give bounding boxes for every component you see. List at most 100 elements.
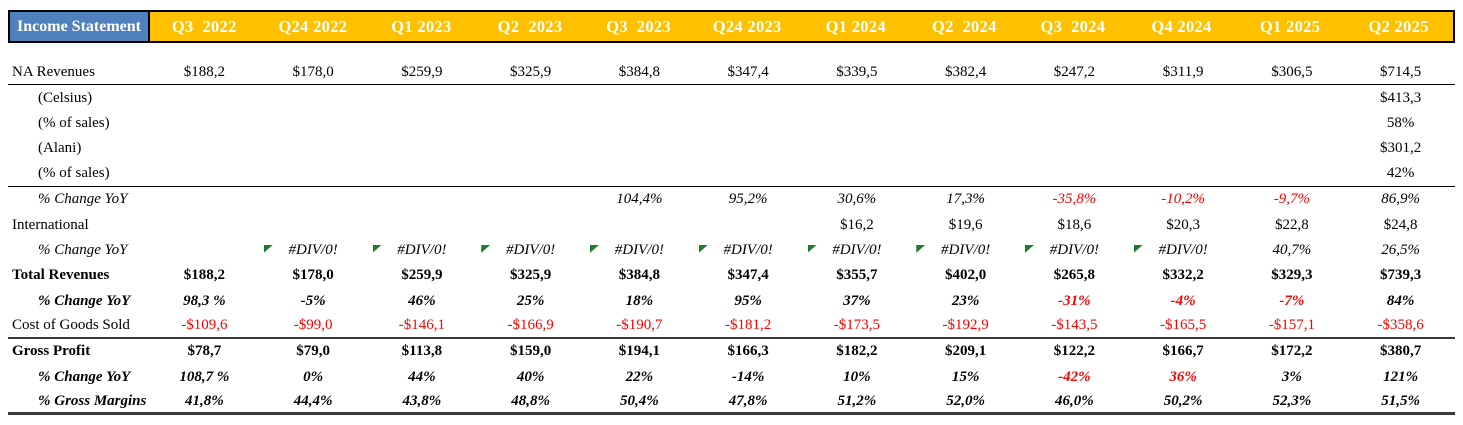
cell-gross-margins-col2[interactable]: 44,4% bbox=[259, 393, 368, 409]
cell-total-revenues-col2[interactable]: $178,0 bbox=[259, 268, 368, 283]
cell-gp-change-yoy-col2[interactable]: 0% bbox=[259, 369, 368, 385]
cell-intl-change-yoy-col12[interactable]: 26,5% bbox=[1346, 242, 1455, 258]
cell-gross-profit-col9[interactable]: $122,2 bbox=[1020, 344, 1129, 359]
cell-na-change-yoy-col9[interactable]: -35,8% bbox=[1020, 192, 1129, 207]
cell-gross-margins-col7[interactable]: 51,2% bbox=[803, 393, 912, 409]
cell-international-col10[interactable]: $20,3 bbox=[1129, 217, 1238, 233]
row-label-total-revenues[interactable]: Total Revenues bbox=[12, 268, 110, 284]
cell-gross-profit-col2[interactable]: $79,0 bbox=[259, 344, 368, 359]
cell-total-change-yoy-col2[interactable]: -5% bbox=[259, 293, 368, 309]
cell-total-revenues-col12[interactable]: $739,3 bbox=[1346, 268, 1455, 283]
cell-intl-change-yoy-col5[interactable]: #DIV/0! bbox=[585, 242, 694, 258]
cell-gp-change-yoy-col5[interactable]: 22% bbox=[585, 369, 694, 385]
cell-total-change-yoy-col8[interactable]: 23% bbox=[911, 293, 1020, 309]
cell-total-revenues-col5[interactable]: $384,8 bbox=[585, 268, 694, 283]
cell-gross-margins-col5[interactable]: 50,4% bbox=[585, 393, 694, 409]
cell-na-revenues-col6[interactable]: $347,4 bbox=[694, 64, 803, 80]
row-label-cost-of-goods-sold[interactable]: Cost of Goods Sold bbox=[12, 318, 130, 334]
cell-celsius-col12[interactable]: $413,3 bbox=[1346, 90, 1455, 106]
cell-gross-margins-col3[interactable]: 43,8% bbox=[368, 393, 477, 409]
column-header-q3-2024[interactable]: Q3 2024 bbox=[1040, 16, 1106, 36]
cell-total-change-yoy-col4[interactable]: 25% bbox=[476, 293, 585, 309]
cell-na-change-yoy-col5[interactable]: 104,4% bbox=[585, 192, 694, 207]
column-header-q24-2023[interactable]: Q24 2023 bbox=[712, 16, 782, 36]
column-header-q24-2022[interactable]: Q24 2022 bbox=[278, 16, 348, 36]
row-label-na-revenues[interactable]: NA Revenues bbox=[12, 64, 95, 80]
cell-total-change-yoy-col6[interactable]: 95% bbox=[694, 293, 803, 309]
cell-gross-margins-col11[interactable]: 52,3% bbox=[1238, 393, 1347, 409]
cell-na-revenues-col12[interactable]: $714,5 bbox=[1346, 64, 1455, 80]
cell-intl-change-yoy-col9[interactable]: #DIV/0! bbox=[1020, 242, 1129, 258]
cell-na-revenues-col11[interactable]: $306,5 bbox=[1238, 64, 1347, 80]
column-header-q1-2023[interactable]: Q1 2023 bbox=[391, 16, 452, 36]
cell-intl-change-yoy-col3[interactable]: #DIV/0! bbox=[368, 242, 477, 258]
cell-na-revenues-col9[interactable]: $247,2 bbox=[1020, 64, 1129, 80]
cell-international-col8[interactable]: $19,6 bbox=[911, 217, 1020, 233]
cell-na-revenues-col2[interactable]: $178,0 bbox=[259, 64, 368, 80]
cell-intl-change-yoy-col10[interactable]: #DIV/0! bbox=[1129, 242, 1238, 258]
cell-na-revenues-col8[interactable]: $382,4 bbox=[911, 64, 1020, 80]
cell-gross-profit-col1[interactable]: $78,7 bbox=[150, 344, 259, 359]
cell-gp-change-yoy-col1[interactable]: 108,7 % bbox=[150, 369, 259, 385]
cell-gp-change-yoy-col6[interactable]: -14% bbox=[694, 369, 803, 385]
cell-total-revenues-col10[interactable]: $332,2 bbox=[1129, 268, 1238, 283]
row-label-celsius[interactable]: (Celsius) bbox=[38, 90, 93, 106]
cell-na-revenues-col1[interactable]: $188,2 bbox=[150, 64, 259, 80]
column-header-q1-2024[interactable]: Q1 2024 bbox=[825, 16, 886, 36]
cell-gp-change-yoy-col12[interactable]: 121% bbox=[1346, 369, 1455, 385]
cell-total-change-yoy-col12[interactable]: 84% bbox=[1346, 293, 1455, 309]
cell-gross-profit-col12[interactable]: $380,7 bbox=[1346, 344, 1455, 359]
cell-gp-change-yoy-col11[interactable]: 3% bbox=[1238, 369, 1347, 385]
cell-gp-change-yoy-col9[interactable]: -42% bbox=[1020, 369, 1129, 385]
column-header-q1-2025[interactable]: Q1 2025 bbox=[1259, 16, 1321, 36]
cell-international-col11[interactable]: $22,8 bbox=[1238, 217, 1347, 233]
cell-na-revenues-col10[interactable]: $311,9 bbox=[1129, 64, 1238, 80]
column-header-q2-2023[interactable]: Q2 2023 bbox=[497, 16, 563, 36]
cell-gross-margins-col9[interactable]: 46,0% bbox=[1020, 393, 1129, 409]
row-label-gross-margins[interactable]: % Gross Margins bbox=[38, 393, 147, 409]
cell-alani-col12[interactable]: $301,2 bbox=[1346, 141, 1455, 156]
cell-gross-profit-col7[interactable]: $182,2 bbox=[803, 344, 912, 359]
row-label-alani-pct-of-sales[interactable]: (% of sales) bbox=[38, 166, 110, 182]
cell-intl-change-yoy-col6[interactable]: #DIV/0! bbox=[694, 242, 803, 258]
cell-cost-of-goods-sold-col5[interactable]: -$190,7 bbox=[585, 318, 694, 333]
cell-total-revenues-col6[interactable]: $347,4 bbox=[694, 268, 803, 283]
cell-gross-margins-col1[interactable]: 41,8% bbox=[150, 393, 259, 409]
cell-intl-change-yoy-col2[interactable]: #DIV/0! bbox=[259, 242, 368, 258]
cell-na-revenues-col7[interactable]: $339,5 bbox=[803, 64, 912, 80]
cell-total-revenues-col7[interactable]: $355,7 bbox=[803, 268, 912, 283]
cell-gross-profit-col3[interactable]: $113,8 bbox=[368, 344, 477, 359]
column-header-q3-2023[interactable]: Q3 2023 bbox=[606, 16, 671, 36]
cell-na-revenues-col3[interactable]: $259,9 bbox=[368, 64, 477, 80]
cell-na-change-yoy-col6[interactable]: 95,2% bbox=[694, 192, 803, 207]
cell-gross-profit-col11[interactable]: $172,2 bbox=[1238, 344, 1347, 359]
cell-gross-margins-col10[interactable]: 50,2% bbox=[1129, 393, 1238, 409]
cell-gross-profit-col8[interactable]: $209,1 bbox=[911, 344, 1020, 359]
row-label-gross-profit[interactable]: Gross Profit bbox=[12, 344, 91, 360]
cell-intl-change-yoy-col11[interactable]: 40,7% bbox=[1238, 242, 1347, 258]
cell-na-revenues-col4[interactable]: $325,9 bbox=[476, 64, 585, 80]
cell-total-revenues-col4[interactable]: $325,9 bbox=[476, 268, 585, 283]
cell-total-revenues-col8[interactable]: $402,0 bbox=[911, 268, 1020, 283]
cell-gross-profit-col4[interactable]: $159,0 bbox=[476, 344, 585, 359]
cell-gp-change-yoy-col4[interactable]: 40% bbox=[476, 369, 585, 385]
cell-total-change-yoy-col9[interactable]: -31% bbox=[1020, 293, 1129, 309]
cell-total-revenues-col1[interactable]: $188,2 bbox=[150, 268, 259, 283]
cell-cost-of-goods-sold-col2[interactable]: -$99,0 bbox=[259, 318, 368, 333]
cell-na-revenues-col5[interactable]: $384,8 bbox=[585, 64, 694, 80]
cell-intl-change-yoy-col8[interactable]: #DIV/0! bbox=[911, 242, 1020, 258]
cell-na-change-yoy-col11[interactable]: -9,7% bbox=[1238, 192, 1347, 207]
cell-gross-margins-col4[interactable]: 48,8% bbox=[476, 393, 585, 409]
cell-total-change-yoy-col7[interactable]: 37% bbox=[803, 293, 912, 309]
cell-total-change-yoy-col11[interactable]: -7% bbox=[1238, 293, 1347, 309]
cell-cost-of-goods-sold-col6[interactable]: -$181,2 bbox=[694, 318, 803, 333]
cell-total-revenues-col11[interactable]: $329,3 bbox=[1238, 268, 1347, 283]
row-label-intl-change-yoy[interactable]: % Change YoY bbox=[38, 242, 128, 258]
column-header-q4-2024[interactable]: Q4 2024 bbox=[1151, 16, 1212, 36]
income-statement-title-cell[interactable]: Income Statement bbox=[8, 10, 150, 43]
column-header-q3-2022[interactable]: Q3 2022 bbox=[171, 16, 237, 36]
cell-international-col7[interactable]: $16,2 bbox=[803, 217, 912, 233]
cell-alani-pct-of-sales-col12[interactable]: 42% bbox=[1346, 166, 1455, 181]
cell-total-change-yoy-col3[interactable]: 46% bbox=[368, 293, 477, 309]
cell-international-col9[interactable]: $18,6 bbox=[1020, 217, 1129, 233]
